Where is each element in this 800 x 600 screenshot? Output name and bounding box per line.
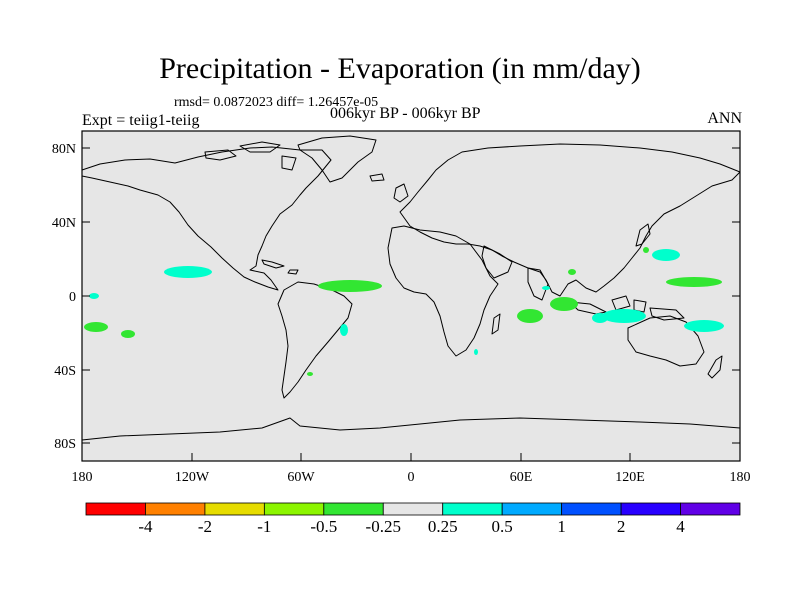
map-frame — [81, 130, 741, 462]
period-text: 006kyr BP - 006kyr BP — [330, 105, 481, 122]
colorbar-label-1: -2 — [197, 517, 212, 536]
coast-british-isles — [393, 183, 409, 203]
colorbar-box-6 — [442, 502, 503, 516]
patch-cyan-small-2 — [89, 293, 99, 299]
coast-iceland — [369, 173, 385, 182]
lat-label-80n: 80N — [52, 142, 76, 157]
patch-green-small-1 — [568, 269, 576, 275]
colorbar-box-4 — [323, 502, 384, 516]
coast-antarctica — [81, 417, 741, 441]
lon-label-180w: 180 — [72, 470, 93, 485]
colorbar-label-8: 2 — [616, 517, 626, 536]
colorbar-box-10 — [680, 502, 741, 516]
colorbar-box-9 — [620, 502, 681, 516]
colorbar-label-2: -1 — [257, 517, 272, 536]
colorbar-label-9: 4 — [676, 517, 685, 536]
patch-green-small-2 — [643, 247, 649, 253]
colorbar — [85, 502, 741, 516]
experiment-label: Expt = teiig1-teiig — [82, 112, 200, 129]
coast-madagascar — [491, 313, 501, 335]
coast-indonesia — [569, 295, 685, 321]
lon-label-0: 0 — [408, 470, 415, 485]
colorbar-box-1 — [145, 502, 206, 516]
patch-green-atlantic-itcz — [318, 280, 382, 292]
lat-label-40n: 40N — [52, 216, 76, 231]
lon-label-60e: 60E — [510, 470, 533, 485]
axis-ticks — [81, 147, 741, 461]
colorbar-label-6: 0.5 — [491, 517, 513, 536]
coast-greenland — [297, 135, 377, 183]
patch-cyan-coral-sea — [684, 320, 724, 332]
coast-arabia — [481, 245, 513, 279]
colorbar-box-8 — [561, 502, 622, 516]
patch-green-w-pacific — [666, 277, 722, 287]
coast-africa — [387, 225, 499, 357]
coast-india — [527, 267, 549, 301]
colorbar-label-0: -4 — [138, 517, 153, 536]
patch-cyan-small-3 — [474, 349, 478, 355]
lat-label-40s: 40S — [54, 364, 76, 379]
patch-green-east-pacific — [84, 322, 108, 332]
stats-text: rmsd= 0.0872023 diff= 1.26457e-05 — [174, 95, 379, 110]
patch-cyan-north-pacific — [164, 266, 212, 278]
colorbar-label-5: 0.25 — [427, 517, 458, 536]
colorbar-label-7: 1 — [557, 517, 566, 536]
coast-south-america — [277, 281, 353, 399]
patch-green-small-3 — [307, 372, 313, 376]
lat-label-0: 0 — [69, 290, 76, 305]
colorbar-label-3: -0.5 — [310, 517, 338, 536]
patch-green-indian-2 — [517, 309, 543, 323]
patch-green-indian-1 — [550, 297, 578, 311]
patch-cyan-indonesia — [602, 309, 646, 323]
colorbar-box-0 — [85, 502, 146, 516]
anomaly-patches — [84, 247, 724, 376]
colorbar-label-4: -0.25 — [365, 517, 401, 536]
patch-cyan-south-indian — [592, 313, 608, 323]
patch-cyan-nw-pacific — [652, 249, 680, 261]
lon-label-120e: 120E — [615, 470, 645, 485]
coast-new-zealand — [707, 355, 723, 379]
coast-australia — [627, 315, 705, 367]
colorbar-box-5 — [382, 502, 444, 516]
season-label: ANN — [707, 110, 742, 127]
coastlines — [81, 135, 741, 441]
lon-label-120w: 120W — [175, 470, 210, 485]
coast-japan — [635, 223, 651, 247]
plot-title: Precipitation - Evaporation (in mm/day) — [159, 52, 641, 85]
coast-arctic-islands — [204, 141, 297, 171]
lon-label-60w: 60W — [287, 470, 315, 485]
patch-green-south-pacific — [121, 330, 135, 338]
coast-caribbean — [261, 259, 299, 275]
colorbar-box-3 — [263, 502, 325, 516]
patch-cyan-small-1 — [542, 286, 550, 290]
lat-label-80s: 80S — [54, 437, 76, 452]
lon-label-180e: 180 — [730, 470, 751, 485]
colorbar-box-7 — [501, 502, 563, 516]
patch-cyan-brazil — [340, 324, 348, 336]
colorbar-box-2 — [204, 502, 265, 516]
